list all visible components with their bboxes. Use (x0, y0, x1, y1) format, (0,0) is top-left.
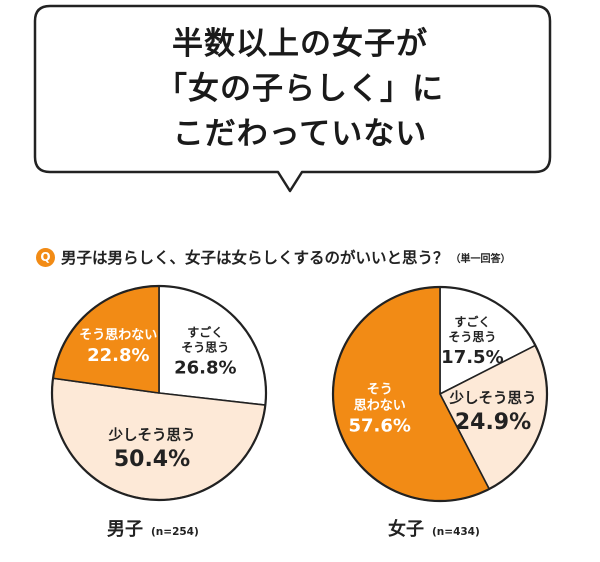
pie-slice-label: そう思う (181, 341, 229, 355)
headline-line-3: こだわっていない (172, 116, 428, 152)
pie-slice-value: 50.4% (114, 447, 190, 472)
pie-slice-label: そう思わない (79, 328, 157, 343)
pie-caption-girls: 女子 (n=434) (388, 515, 480, 541)
pie-slice-value: 24.9% (455, 410, 531, 435)
pie-caption-boys: 男子 (n=254) (107, 515, 199, 541)
question-note: （単一回答） (450, 253, 511, 265)
pie-slice-value: 26.8% (174, 358, 236, 379)
pie-caption-label: 男子 (107, 519, 143, 540)
pie-slice-label: そう思う (448, 330, 496, 344)
pie-slice-label: 少しそう思う (449, 390, 537, 407)
pie-sample-size: (n=434) (432, 526, 480, 538)
pie-outline (331, 285, 549, 503)
survey-question: Q 男子は男らしく、女子は女らしくするのがいいと思う？ （単一回答） (36, 246, 511, 268)
pie-slice-label: そう (367, 383, 393, 398)
pie-slice-value: 17.5% (441, 347, 503, 368)
headline-line-1: 半数以上の女子が (172, 26, 428, 62)
pie-slice-value: 57.6% (348, 416, 410, 437)
pie-slice-value: 22.8% (87, 345, 149, 366)
pie-slice-label: すごく (187, 325, 223, 340)
q-badge-icon: Q (36, 247, 55, 267)
pie-slice-label: 思わない (354, 399, 406, 414)
question-text: 男子は男らしく、女子は女らしくするのがいいと思う？ (61, 249, 449, 267)
speech-bubble (33, 4, 552, 193)
speech-bubble-outline (33, 4, 552, 193)
pie-outline (50, 284, 268, 502)
pie-slice-label: すごく (454, 314, 490, 329)
headline: 半数以上の女子が 「女の子らしく」に こだわっていない (40, 22, 560, 157)
pie-sample-size: (n=254) (151, 526, 199, 538)
pie-slice-label: 少しそう思う (108, 427, 196, 444)
pie-caption-label: 女子 (388, 519, 424, 540)
headline-line-2: 「女の子らしく」に (156, 71, 444, 107)
